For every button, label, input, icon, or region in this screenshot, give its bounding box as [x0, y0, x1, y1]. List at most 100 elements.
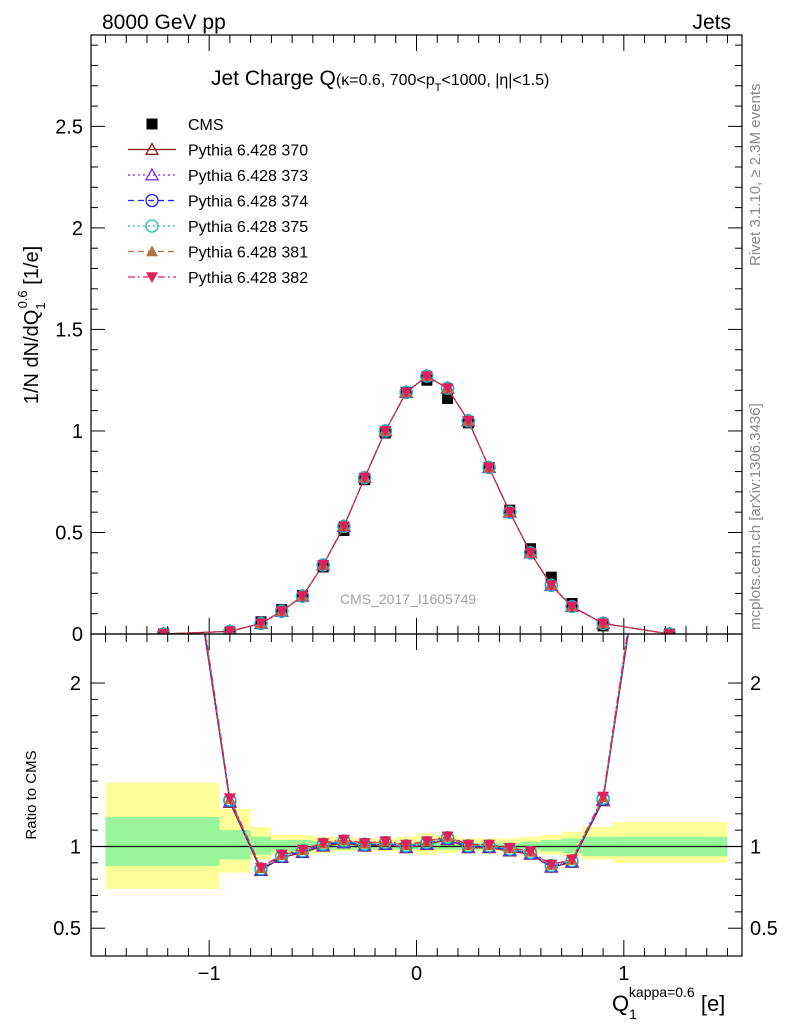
data-point: [400, 839, 413, 851]
legend-entry: Pythia 6.428 373: [188, 168, 308, 185]
mcplots-label: mcplots.cern.ch [arXiv:1306.3436]: [747, 403, 764, 630]
data-point: [483, 839, 496, 851]
ratio-line: [205, 634, 628, 869]
legend-entry: CMS: [188, 117, 224, 134]
plot-title: Jet Charge Q(κ=0.6, 700<pT<1000, |η|<1.5…: [211, 67, 549, 94]
stat-uncertainty-band: [105, 817, 220, 867]
data-point: [379, 836, 392, 848]
ratio-y-tick-label: 0.5: [750, 918, 778, 940]
ratio-panel: 0.5 0.5 1 1 2 2 −1 0 1: [53, 633, 778, 985]
ratio-series-4: [204, 634, 628, 874]
ratio-y-tick-label: 2: [70, 673, 81, 695]
data-point: [400, 387, 413, 399]
rivet-version-label: Rivet 3.1.10, ≥ 2.3M events: [747, 84, 764, 267]
ratio-frame: [90, 633, 743, 957]
data-point: [144, 142, 160, 155]
y-tick-label: 0: [72, 624, 83, 646]
data-point: [145, 193, 159, 208]
data-point: [441, 831, 454, 843]
stat-uncertainty-band: [437, 841, 458, 850]
series-6: [157, 371, 676, 634]
data-point: [296, 591, 309, 603]
main-panel: 0 0.5 1 1.5 2 2.5: [55, 34, 743, 646]
legend-entry: Pythia 6.428 381: [188, 245, 308, 262]
data-point: [337, 521, 350, 533]
ratio-line: [204, 634, 629, 871]
jets-label: Jets: [692, 11, 731, 34]
data-point: [275, 606, 288, 618]
data-point: [146, 245, 158, 257]
legend-entry: Pythia 6.428 382: [188, 270, 308, 287]
y-tick-label: 2: [72, 218, 83, 240]
x-tick-label: 0: [411, 963, 422, 985]
stat-uncertainty-band: [520, 841, 541, 850]
data-point: [545, 580, 558, 592]
ratio-series-3: [204, 634, 629, 876]
data-point: [144, 167, 160, 181]
legend: CMS Pythia 6.428 370 Pythia 6.428 373 Pythi…: [128, 117, 308, 287]
main-y-axis-label: 1/N dN/dQ10.6 [1/e]: [15, 246, 48, 404]
y-tick-label: 1: [72, 421, 83, 443]
data-point: [524, 846, 537, 858]
data-point: [337, 834, 350, 846]
x-tick-label: −1: [198, 963, 221, 985]
data-point: [663, 629, 676, 634]
stat-uncertainty-band: [333, 841, 355, 850]
data-point: [145, 219, 159, 233]
ratio-y-tick-label: 0.5: [53, 918, 81, 940]
y-tick-label: 0.5: [55, 522, 83, 544]
ratio-y-tick-label: 1: [750, 836, 761, 858]
ratio-line: [204, 634, 629, 871]
data-point: [255, 862, 268, 874]
ratio-series: [203, 634, 629, 877]
data-point: [442, 392, 454, 404]
data-point: [275, 849, 288, 861]
legend-entry: Pythia 6.428 375: [188, 219, 308, 236]
data-point: [317, 838, 330, 849]
uncertainty-bands: [105, 782, 728, 889]
y-tick-label: 1.5: [55, 319, 83, 341]
collision-label: 8000 GeV pp: [102, 11, 226, 34]
data-point: [483, 462, 496, 474]
stat-uncertainty-band: [271, 839, 293, 852]
data-point: [597, 618, 610, 630]
stat-uncertainty-band: [540, 839, 562, 852]
ratio-line: [204, 634, 629, 870]
data-point: [358, 838, 371, 849]
data-point: [420, 371, 433, 383]
ratio-series-1: [204, 634, 629, 876]
ratio-y-axis-label: Ratio to CMS: [23, 750, 40, 839]
data-point: [420, 836, 433, 848]
ratio-y-tick-label: 2: [750, 673, 761, 695]
data-point: [462, 415, 475, 427]
ratio-series-5: [205, 634, 628, 874]
ratio-series-2: [204, 634, 629, 877]
data-point: [358, 472, 371, 484]
data-point: [255, 618, 268, 630]
data-point: [317, 560, 330, 571]
data-point: [223, 793, 236, 805]
data-point: [545, 859, 558, 871]
stat-uncertainty-band: [250, 836, 272, 855]
legend-entry: Pythia 6.428 374: [188, 194, 308, 211]
data-point: [565, 854, 578, 866]
data-point: [545, 571, 557, 583]
x-axis-label: Q1kappa=0.6 [e]: [612, 984, 725, 1022]
data-point: [146, 272, 158, 283]
data-point: [565, 601, 578, 613]
ratio-y-tick-label: 1: [70, 836, 81, 858]
data-point: [441, 383, 454, 395]
data-point: [379, 426, 392, 437]
data-point: [503, 507, 516, 519]
ratio-line: [203, 634, 629, 872]
data-point: [597, 791, 610, 803]
data-point: [524, 547, 537, 559]
data-point: [223, 626, 236, 634]
data-point: [157, 629, 170, 634]
data-point: [503, 843, 516, 854]
y-tick-label: 2.5: [55, 116, 83, 138]
analysis-watermark: CMS_2017_I1605749: [340, 591, 476, 607]
data-point: [296, 844, 309, 856]
ratio-line: [204, 634, 628, 870]
